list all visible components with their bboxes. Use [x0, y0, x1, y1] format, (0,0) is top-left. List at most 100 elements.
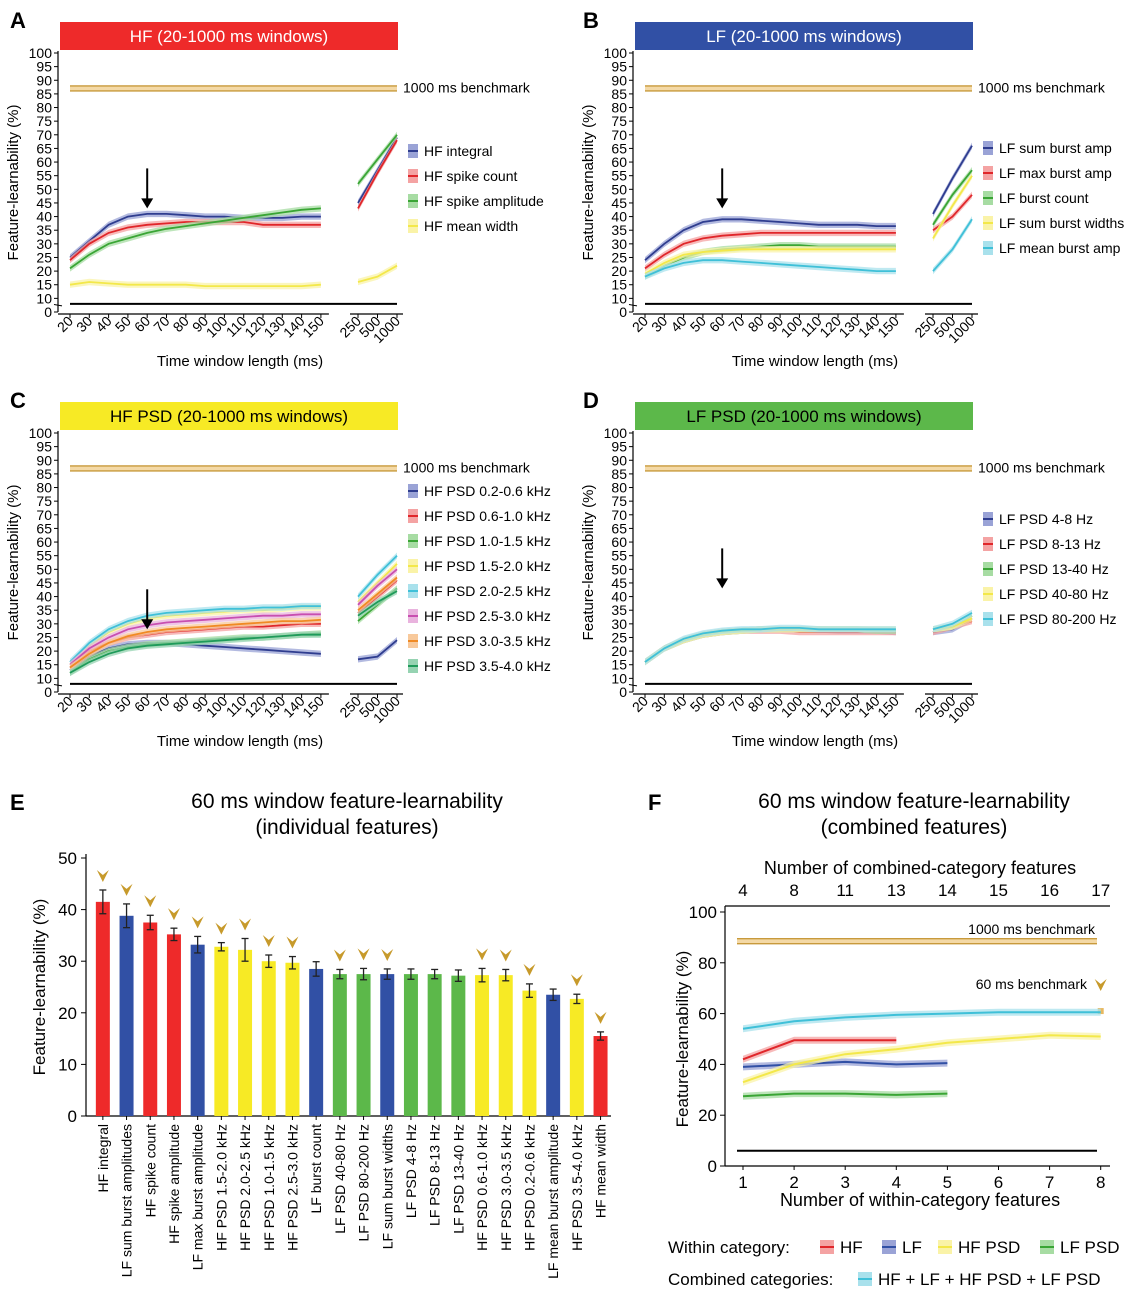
- panel-letter: E: [10, 790, 25, 815]
- panel-title-banner: [635, 402, 973, 430]
- bar-hf-psd-2-5-3-0-khz: HF PSD 2.5-3.0 kHz: [284, 936, 300, 1251]
- chart-title: 60 ms window feature-learnability: [758, 790, 1070, 813]
- y-tick-label: 20: [698, 1106, 717, 1125]
- legend-label: LF: [902, 1238, 922, 1257]
- legend-label: LF PSD: [1060, 1238, 1120, 1257]
- y-tick-label: 20: [58, 1004, 77, 1023]
- top-tick-label: 4: [738, 881, 747, 900]
- top-tick-label: 13: [887, 881, 906, 900]
- series-ci-band: [358, 637, 397, 663]
- significance-marker-icon: [594, 1011, 607, 1024]
- bar: [332, 974, 347, 1116]
- bar-hf-psd-1-0-1-5-khz: HF PSD 1.0-1.5 kHz: [261, 935, 277, 1251]
- series-ci-band: [70, 611, 321, 668]
- y-tick-label: 90: [611, 452, 627, 468]
- significance-marker-icon: [191, 916, 204, 929]
- bar-hf-psd-1-5-2-0-khz: HF PSD 1.5-2.0 kHz: [213, 922, 229, 1251]
- top-tick-label: 14: [938, 881, 957, 900]
- x-tick-label: 150: [874, 313, 902, 341]
- series-lf-psd: [742, 1090, 948, 1100]
- y-tick-label: 20: [611, 643, 627, 659]
- y-tick-label: 25: [611, 629, 627, 645]
- y-tick-label: 95: [36, 439, 52, 455]
- series-line: [742, 1039, 897, 1061]
- y-tick-label: 60: [611, 154, 627, 170]
- panel-f: F 60 ms window feature-learnability (combi…: [648, 790, 1120, 1289]
- y-tick-label: 100: [604, 425, 628, 441]
- y-tick-label: 40: [698, 1055, 717, 1074]
- y-tick-label: 70: [611, 127, 627, 143]
- axis-break-mark: [53, 304, 63, 307]
- axis-break-mark: [628, 684, 638, 687]
- y-tick-label: 85: [36, 466, 52, 482]
- panel-letter: D: [583, 388, 599, 413]
- legend-label: LF PSD 4-8 Hz: [999, 511, 1093, 527]
- arrow-head: [141, 619, 154, 630]
- y-tick-label: 75: [611, 493, 627, 509]
- y-tick-label: 0: [619, 684, 627, 700]
- y-tick-label: 70: [611, 507, 627, 523]
- legend-label: HF PSD 1.5-2.0 kHz: [424, 558, 551, 574]
- bar-hf-psd-3-0-3-5-khz: HF PSD 3.0-3.5 kHz: [498, 949, 514, 1251]
- series-line: [644, 629, 896, 663]
- x-tick-label: HF PSD 2.5-3.0 kHz: [284, 1124, 300, 1251]
- series-line: [69, 212, 321, 259]
- benchmark-label: 1000 ms benchmark: [403, 459, 531, 475]
- y-axis-label: Feature-learnability (%): [30, 899, 49, 1076]
- bar: [119, 915, 134, 1116]
- x-tick-label: 2: [789, 1173, 798, 1192]
- bar-lf-psd-8-13-hz: LF PSD 8-13 Hz: [427, 968, 443, 1226]
- bar: [427, 974, 442, 1116]
- series-hf-mean-width: [69, 262, 398, 290]
- x-tick-label: LF mean burst amplitude: [545, 1124, 561, 1279]
- significance-marker-icon: [167, 908, 180, 921]
- significance-marker-icon: [357, 948, 370, 961]
- series-lf-mean-burst-amp: [644, 216, 973, 280]
- y-tick-label: 35: [36, 222, 52, 238]
- y-axis-label: Feature-learnability (%): [5, 105, 22, 261]
- x-tick-label: LF PSD 8-13 Hz: [427, 1124, 443, 1226]
- y-tick-label: 80: [611, 100, 627, 116]
- significance-marker-icon: [381, 948, 394, 961]
- y-tick-label: 15: [36, 277, 52, 293]
- bar-lf-max-burst-amplitude: LF max burst amplitude: [190, 916, 206, 1270]
- y-axis-label: Feature-learnability (%): [580, 105, 597, 261]
- y-tick-label: 30: [611, 616, 627, 632]
- top-tick-label: 16: [1040, 881, 1059, 900]
- series-line: [932, 612, 973, 631]
- bar: [593, 1036, 608, 1116]
- x-tick-label: HF spike count: [142, 1124, 158, 1217]
- panel-a: A HF (20-1000 ms windows) 0101520253035404…: [5, 8, 544, 370]
- panel-letter: B: [583, 8, 599, 33]
- x-tick-label: HF PSD 0.2-0.6 kHz: [521, 1124, 537, 1251]
- y-tick-label: 30: [611, 236, 627, 252]
- legend-label: HF PSD 1.0-1.5 kHz: [424, 533, 551, 549]
- panel-letter: A: [10, 8, 26, 33]
- series-ci-band: [70, 218, 321, 264]
- y-tick-label: 50: [36, 181, 52, 197]
- bar-lf-burst-count: LF burst count: [308, 961, 324, 1214]
- y-tick-label: 100: [29, 425, 53, 441]
- bar-hf-integral: HF integral: [95, 869, 111, 1192]
- series-ci-band: [70, 602, 321, 666]
- x-tick-label: HF PSD 1.5-2.0 kHz: [213, 1124, 229, 1251]
- y-tick-label: 10: [611, 670, 627, 686]
- y-tick-label: 15: [611, 277, 627, 293]
- series-line: [644, 627, 896, 663]
- y-tick-label: 30: [36, 236, 52, 252]
- bar-hf-psd-0-2-0-6-khz: HF PSD 0.2-0.6 kHz: [521, 963, 537, 1251]
- y-tick-label: 65: [36, 140, 52, 156]
- legend-label: HF: [840, 1238, 863, 1257]
- y-tick-label: 85: [36, 86, 52, 102]
- y-tick-label: 55: [611, 168, 627, 184]
- y-tick-label: 70: [36, 127, 52, 143]
- significance-marker-icon: [239, 918, 252, 931]
- bar-hf-mean-width: HF mean width: [593, 1011, 609, 1218]
- series-line: [69, 281, 321, 288]
- panel-title-banner: [60, 402, 398, 430]
- legend: Within category: HF LF HF PSD LF PSD Combined…: [668, 1238, 1120, 1289]
- x-tick-label: HF integral: [95, 1124, 111, 1192]
- y-axis-label: Feature-learnability (%): [673, 951, 692, 1128]
- bar: [285, 962, 300, 1116]
- series-ci-band: [645, 624, 896, 666]
